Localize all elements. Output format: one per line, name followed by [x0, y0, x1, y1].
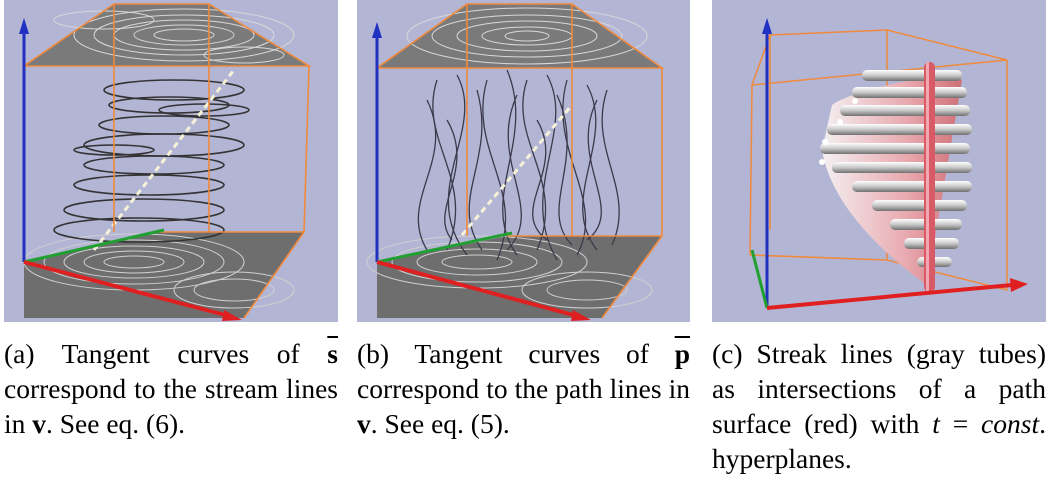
caption-a-text-1: (a) Tangent curves of — [4, 338, 328, 369]
caption-b-text-3: . See eq. (5). — [370, 408, 510, 439]
caption-c-text-2: . hyperplanes. — [712, 408, 1046, 474]
caption-c: (c) Streak lines (gray tubes) as interse… — [712, 336, 1046, 476]
panel-b-image — [357, 0, 690, 322]
panel-a-image — [4, 0, 338, 322]
bottom-slice — [24, 232, 304, 318]
bounding-box — [21, 3, 312, 319]
symbol-t: t — [932, 408, 940, 439]
caption-a-text-2: correspond to the stream lines in — [4, 373, 338, 439]
caption-a: (a) Tangent curves of s correspond to th… — [4, 336, 338, 441]
bottom-slice — [377, 236, 662, 318]
symbol-v: v — [357, 408, 371, 439]
symbol-v: v — [32, 408, 47, 439]
symbol-p-bar: p — [674, 338, 690, 369]
symbol-s-bar: s — [327, 338, 338, 369]
axis-x — [23, 260, 230, 318]
caption-b-text-2: correspond to the path lines in — [357, 373, 690, 404]
seed-line — [92, 69, 236, 251]
path-lines — [417, 69, 620, 261]
axis-x — [766, 283, 1013, 310]
caption-c-text-1: (c) Streak lines (gray tubes) as interse… — [712, 338, 1046, 439]
caption-b-text-1: (b) Tangent curves of — [357, 338, 675, 369]
symbol-const: const — [981, 408, 1040, 439]
panel-c-image — [712, 0, 1046, 322]
axis-x — [376, 260, 578, 318]
seed-line — [460, 104, 574, 236]
bounding-box — [749, 29, 1008, 291]
caption-b: (b) Tangent curves of p correspond to th… — [357, 336, 690, 441]
seed-tube — [924, 62, 935, 292]
caption-a-text-3: . See eq. (6). — [46, 408, 185, 439]
axis-y — [376, 231, 513, 264]
axis-y — [23, 228, 165, 264]
caption-c-equals: = — [939, 408, 982, 439]
axis-y — [750, 249, 769, 309]
